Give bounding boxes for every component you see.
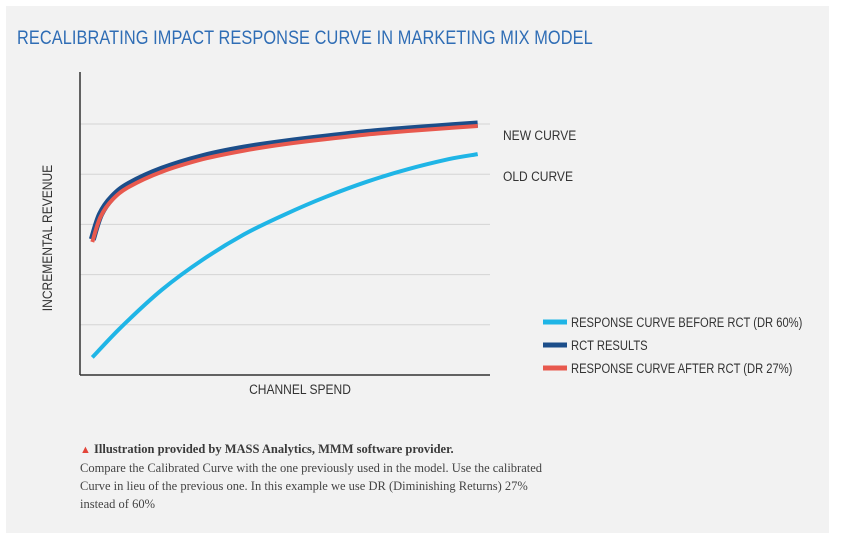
series-line-before [90,152,479,359]
x-axis-label: CHANNEL SPEND [249,381,351,397]
caption-body: Compare the Calibrated Curve with the on… [80,461,543,511]
chart-panel [6,6,829,533]
legend: RESPONSE CURVE BEFORE RCT (DR 60%) RCT RE… [543,315,802,376]
series-lines [88,120,479,359]
legend-label-rct: RCT RESULTS [571,338,648,353]
curve-annotations: NEW CURVE OLD CURVE [503,127,577,184]
triangle-icon: ▲ [80,444,91,456]
legend-label-before: RESPONSE CURVE BEFORE RCT (DR 60%) [571,315,802,330]
chart-title: RECALIBRATING IMPACT RESPONSE CURVE IN M… [17,28,593,49]
series-line-after [90,124,478,243]
grid-lines [80,123,490,326]
axes [79,72,490,376]
figure-caption: ▲ Illustration provided by MASS Analytic… [80,440,560,513]
annotation-rct: NEW CURVE [503,127,577,143]
y-axis-label: INCREMENTAL REVENUE [39,165,55,312]
caption-lead: Illustration provided by MASS Analytics,… [94,442,454,456]
series-line-rct [88,120,478,241]
annotation-before: OLD CURVE [503,168,573,184]
legend-label-after: RESPONSE CURVE AFTER RCT (DR 27%) [571,361,792,376]
